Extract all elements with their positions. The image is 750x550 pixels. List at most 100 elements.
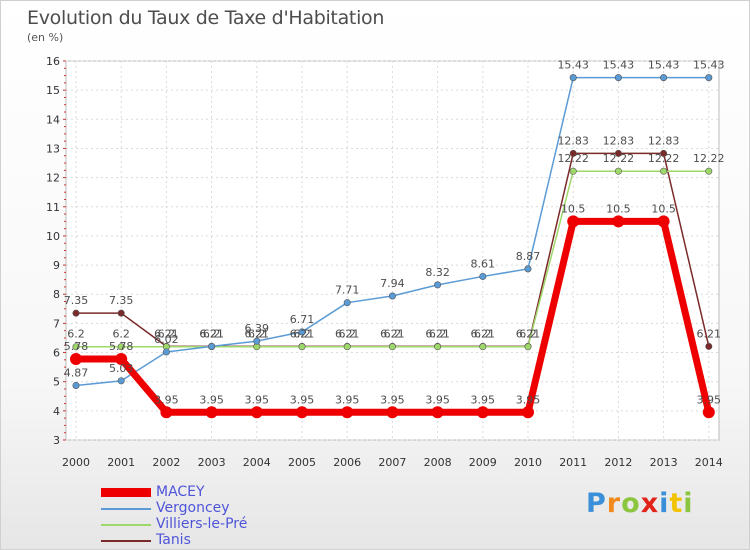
data-label-layer: 7.35 7.356.21 6.21 6.21 6.21 6.21 6.21 6.21 6.21… [64, 59, 725, 407]
legend-swatch [101, 540, 151, 542]
data-label-macey: 3.95 [290, 393, 315, 406]
data-label-vergoncey: 6.39 [245, 322, 270, 335]
y-tick-label: 12 [46, 172, 60, 185]
data-point-villiers-le-pr- [117, 343, 125, 351]
data-point-villiers-le-pr- [343, 343, 351, 351]
series-layer [70, 74, 715, 419]
data-label-macey: 5.78 [109, 340, 134, 353]
y-tick-label: 4 [53, 405, 60, 418]
data-point-vergoncey [117, 377, 125, 385]
data-label-macey: 3.95 [425, 393, 450, 406]
x-tick-label: 2006 [333, 456, 361, 469]
data-label-vergoncey: 15.43 [557, 59, 589, 72]
legend-swatch [101, 488, 151, 497]
data-point-vergoncey [298, 328, 306, 336]
data-label-tanis: 6.21 [335, 327, 360, 340]
data-label-macey: 3.95 [471, 393, 496, 406]
data-label-tanis: 6.21 [471, 327, 496, 340]
data-label-vergoncey: 8.87 [516, 250, 541, 263]
data-label-villiers-le-pr-: 6.2 [384, 328, 402, 341]
data-label-villiers-le-pr-: 6.2 [474, 328, 492, 341]
data-label-macey: 5.78 [64, 340, 89, 353]
data-point-villiers-le-pr- [705, 167, 713, 175]
data-label-tanis: 6.21 [154, 327, 179, 340]
y-tick-label: 14 [46, 113, 60, 126]
data-point-vergoncey [343, 299, 351, 307]
data-point-vergoncey [208, 342, 216, 350]
x-tick-label: 2011 [559, 456, 587, 469]
legend-label: Villiers-le-Pré [156, 516, 248, 532]
data-label-villiers-le-pr-: 6.2 [203, 328, 221, 341]
data-point-villiers-le-pr- [660, 167, 668, 175]
data-point-macey [386, 406, 399, 419]
y-tick-label: 13 [46, 142, 60, 155]
data-label-vergoncey: 7.94 [380, 277, 405, 290]
data-label-tanis: 12.83 [648, 134, 680, 147]
x-tick-label: 2008 [424, 456, 452, 469]
data-point-tanis [614, 149, 622, 157]
data-point-macey [70, 352, 82, 365]
data-point-tanis [705, 342, 713, 350]
data-point-villiers-le-pr- [434, 343, 442, 351]
y-tick-label: 8 [53, 288, 60, 301]
data-label-villiers-le-pr-: 12.22 [693, 152, 725, 165]
data-label-vergoncey: 6.21 [199, 327, 224, 340]
data-label-tanis: 6.21 [516, 327, 541, 340]
data-label-villiers-le-pr-: 6.2 [112, 328, 130, 341]
data-point-villiers-le-pr- [298, 343, 306, 351]
data-label-macey: 10.5 [651, 202, 676, 215]
x-tick-label: 2013 [650, 456, 678, 469]
y-tick-label: 5 [53, 376, 60, 389]
legend-label: MACEY [156, 484, 205, 500]
chart-subtitle: (en %) [27, 31, 64, 44]
data-point-villiers-le-pr- [569, 167, 577, 175]
data-point-vergoncey [569, 74, 577, 82]
x-tick-label: 2005 [288, 456, 316, 469]
data-point-tanis [72, 309, 80, 317]
data-label-vergoncey: 7.71 [335, 284, 360, 297]
data-point-macey [567, 215, 580, 228]
y-tick-label: 15 [46, 84, 60, 97]
data-label-tanis: 7.35 [64, 294, 89, 307]
data-label-vergoncey: 6.02 [154, 333, 179, 346]
data-label-villiers-le-pr-: 6.2 [67, 328, 85, 341]
data-point-tanis [117, 309, 125, 317]
data-point-macey [341, 406, 354, 419]
data-point-vergoncey [162, 348, 170, 356]
data-label-tanis: 12.83 [603, 134, 635, 147]
y-tick-label: 7 [53, 317, 60, 330]
data-label-vergoncey: 15.43 [693, 59, 725, 72]
data-label-villiers-le-pr-: 12.22 [603, 152, 635, 165]
legend-swatch [101, 508, 151, 510]
data-point-villiers-le-pr- [388, 343, 396, 351]
data-label-vergoncey: 8.61 [471, 257, 496, 270]
x-tick-label: 2001 [107, 456, 135, 469]
data-point-villiers-le-pr- [524, 343, 532, 351]
data-label-vergoncey: 4.87 [64, 366, 89, 379]
data-point-tanis [660, 149, 668, 157]
y-tick-label: 11 [46, 201, 60, 214]
data-point-macey [431, 406, 444, 419]
data-point-villiers-le-pr- [72, 343, 80, 351]
data-label-villiers-le-pr-: 6.2 [248, 328, 266, 341]
data-label-vergoncey: 15.43 [603, 59, 635, 72]
y-tick-label: 9 [53, 259, 60, 272]
data-label-tanis: 7.35 [109, 294, 134, 307]
data-label-macey: 3.95 [245, 393, 270, 406]
data-label-macey: 3.95 [697, 393, 722, 406]
data-label-villiers-le-pr-: 6.2 [293, 328, 311, 341]
x-tick-label: 2012 [604, 456, 632, 469]
y-tick-label: 3 [53, 434, 60, 447]
x-tick-label: 2014 [695, 456, 723, 469]
data-label-villiers-le-pr-: 6.2 [429, 328, 447, 341]
data-point-tanis [569, 149, 577, 157]
data-label-tanis: 6.21 [697, 327, 722, 340]
data-label-macey: 3.95 [516, 393, 541, 406]
x-tick-label: 2000 [62, 456, 90, 469]
data-point-vergoncey [660, 74, 668, 82]
data-point-macey [522, 406, 534, 419]
data-label-villiers-le-pr-: 12.22 [648, 152, 680, 165]
data-point-macey [476, 406, 489, 419]
